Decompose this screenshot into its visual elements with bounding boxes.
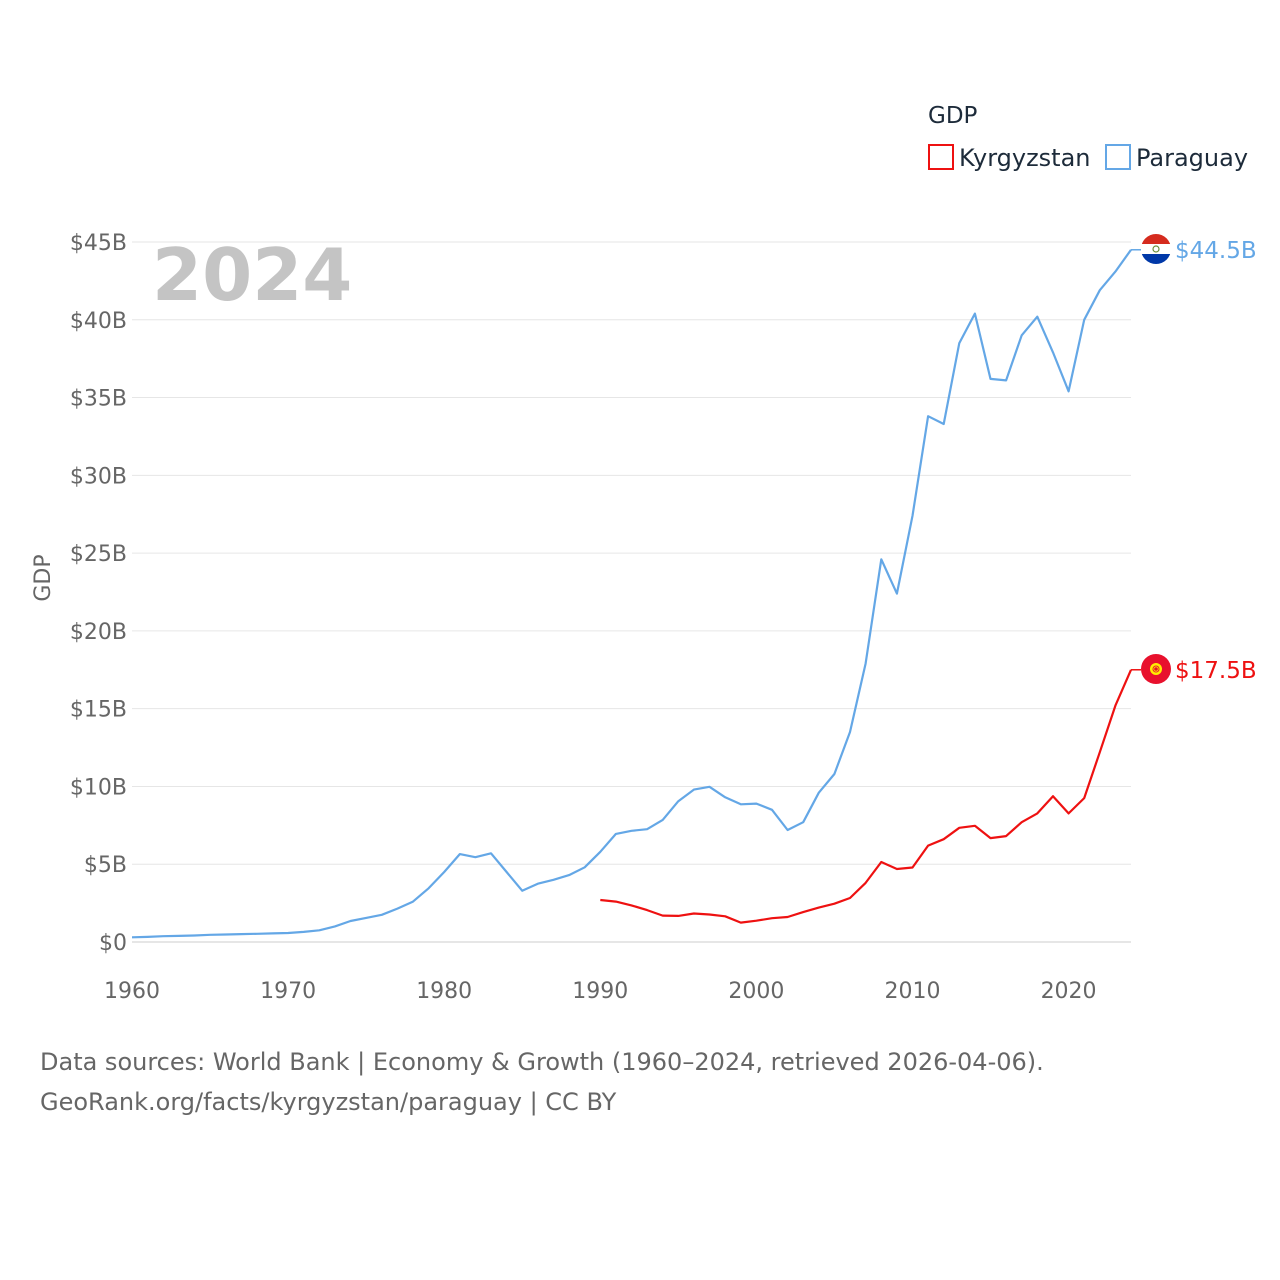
y-tick-label: $25B [70,542,127,567]
paraguay-flag-icon [1141,234,1171,264]
x-tick-label: 2010 [884,979,940,1004]
source-line-1: Data sources: World Bank | Economy & Gro… [40,1048,1044,1076]
x-tick-label: 1980 [416,979,472,1004]
end-value-label-kyrgyzstan: $17.5B [1175,658,1257,684]
y-axis-ticks: $0 $5B $10B $15B $20B $25B $30B $35B $40B $45B [70,231,127,956]
y-axis-label: GDP [31,554,56,601]
y-tick-label: $40B [70,309,127,334]
kyrgyzstan-flag-icon [1141,654,1171,684]
series-line-kyrgyzstan[interactable] [600,669,1133,924]
y-tick-label: $20B [70,620,127,645]
x-axis-ticks: 1960 1970 1980 1990 2000 2010 2020 [104,979,1097,1004]
legend-swatch-paraguay[interactable] [1105,144,1131,170]
x-tick-label: 1990 [572,979,628,1004]
grid-lines [132,241,1131,943]
legend-title: GDP [928,103,978,129]
x-tick-label: 1960 [104,979,160,1004]
end-value-label-paraguay: $44.5B [1175,238,1257,264]
legend-swatch-kyrgyzstan[interactable] [928,144,954,170]
x-tick-label: 2000 [728,979,784,1004]
y-tick-label: $0 [99,931,127,956]
legend-label-paraguay[interactable]: Paraguay [1136,144,1248,172]
y-tick-label: $10B [70,775,127,800]
series-line-paraguay[interactable] [131,249,1132,939]
y-tick-label: $5B [84,853,127,878]
y-tick-label: $15B [70,698,127,723]
x-tick-label: 1970 [260,979,316,1004]
legend: GDP Kyrgyzstan Paraguay [928,103,1248,172]
y-tick-label: $30B [70,464,127,489]
y-tick-label: $45B [70,231,127,256]
x-tick-label: 2020 [1041,979,1097,1004]
y-tick-label: $35B [70,387,127,412]
data-source-note: Data sources: World Bank | Economy & Gro… [40,1042,1044,1122]
series-lines [131,249,1141,939]
source-line-2[interactable]: GeoRank.org/facts/kyrgyzstan/paraguay | … [40,1088,617,1116]
end-labels: $17.5B $44.5B [1175,238,1257,684]
legend-label-kyrgyzstan[interactable]: Kyrgyzstan [959,144,1091,172]
year-watermark: 2024 [152,233,352,317]
